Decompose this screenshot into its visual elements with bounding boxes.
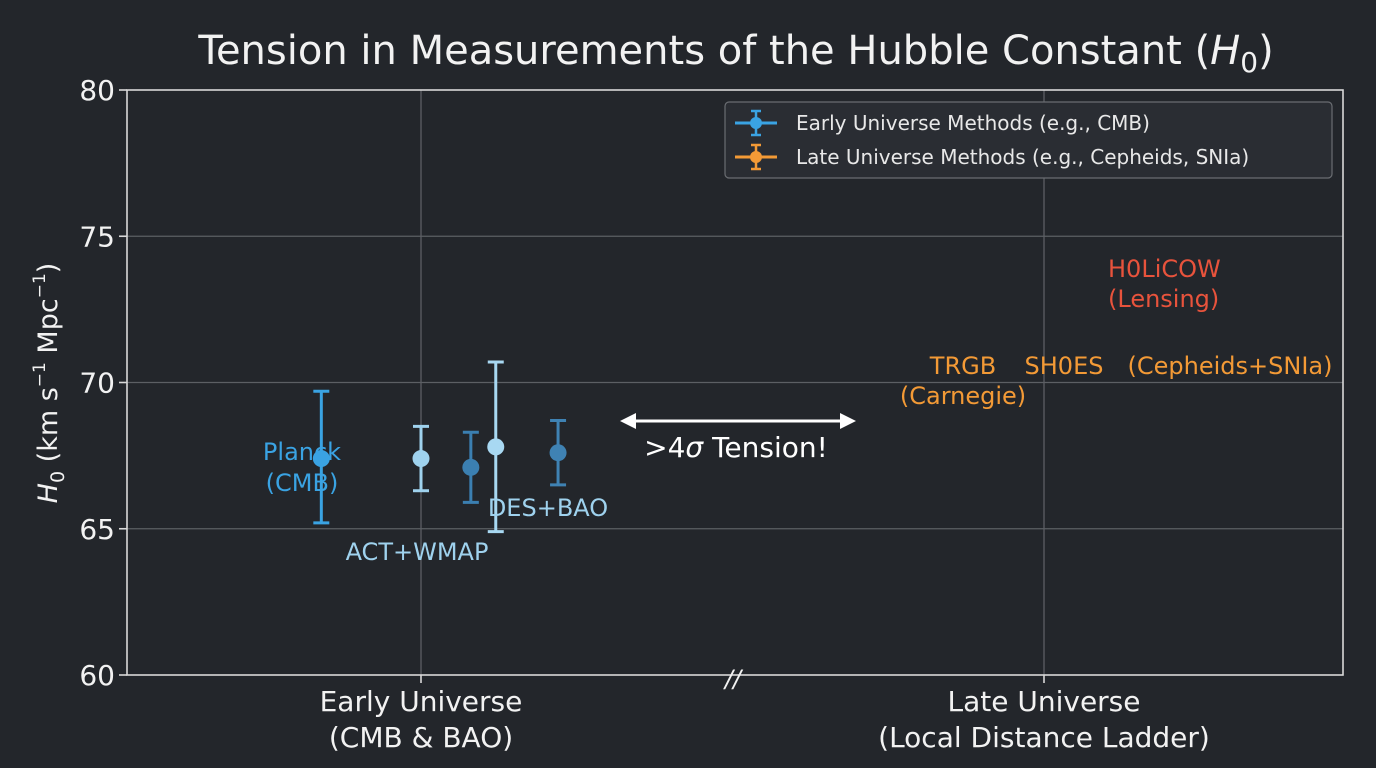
y-tick-label-65: 65 bbox=[79, 513, 115, 546]
data-point-act-wmap-b bbox=[462, 430, 480, 504]
y-tick-label-80: 80 bbox=[79, 74, 115, 107]
annotation-act-wmap: ACT+WMAP bbox=[346, 538, 489, 566]
x-axis-categories: Early Universe(CMB & BAO) Late Universe(L… bbox=[320, 675, 1210, 754]
data-point-act-wmap-a bbox=[412, 424, 430, 493]
x-category-sublabel-1: (Local Distance Ladder) bbox=[878, 721, 1210, 754]
marker-act-wmap-c bbox=[487, 438, 505, 456]
marker-des-bao bbox=[549, 444, 567, 462]
data-point-des-bao bbox=[549, 419, 567, 487]
legend-box bbox=[724, 101, 1333, 179]
grid bbox=[127, 90, 1343, 675]
marker-act-wmap-a bbox=[412, 450, 430, 468]
legend-entry-1: Late Universe Methods (e.g., Cepheids, S… bbox=[735, 143, 1249, 171]
data-point-act-wmap-c bbox=[487, 360, 505, 534]
annotation-planck: Planck (CMB) bbox=[263, 438, 341, 497]
y-tick-label-60: 60 bbox=[79, 659, 115, 692]
marker-planck-cmb bbox=[312, 450, 330, 468]
y-tick-label-70: 70 bbox=[79, 367, 115, 400]
legend: Early Universe Methods (e.g., CMB) Late U… bbox=[724, 101, 1333, 179]
marker-act-wmap-b bbox=[462, 458, 480, 476]
y-axis-ticks: 60 65 70 75 80 bbox=[79, 74, 127, 692]
y-axis-label: H0 (km s−1 Mpc−1) bbox=[30, 263, 69, 504]
legend-entry-0: Early Universe Methods (e.g., CMB) bbox=[735, 109, 1150, 137]
annotation-shoes-detail: (Cepheids+SNIa) bbox=[1128, 352, 1333, 380]
y-tick-label-75: 75 bbox=[79, 220, 115, 253]
legend-marker-0 bbox=[750, 117, 762, 129]
legend-marker-1 bbox=[750, 151, 762, 163]
chart-title: Tension in Measurements of the Hubble Co… bbox=[197, 28, 1273, 79]
annotation-des-bao: DES+BAO bbox=[488, 494, 608, 522]
legend-label-0: Early Universe Methods (e.g., CMB) bbox=[796, 111, 1150, 135]
axis-break-mark: // bbox=[723, 665, 744, 693]
tension-arrow bbox=[620, 413, 856, 429]
data-point-planck-cmb bbox=[312, 389, 330, 525]
annotation-trgb: TRGB (Carnegie) bbox=[900, 352, 1026, 410]
data-points bbox=[312, 360, 567, 534]
x-category-label-1: Late Universe bbox=[947, 685, 1140, 718]
x-category-sublabel-0: (CMB & BAO) bbox=[329, 721, 513, 754]
annotation-shoes: SH0ES bbox=[1025, 352, 1104, 380]
tension-label: >4σ Tension! bbox=[644, 431, 828, 464]
annotation-holicow: H0LiCOW (Lensing) bbox=[1108, 255, 1221, 313]
legend-label-1: Late Universe Methods (e.g., Cepheids, S… bbox=[796, 145, 1249, 169]
x-category-label-0: Early Universe bbox=[320, 685, 523, 718]
